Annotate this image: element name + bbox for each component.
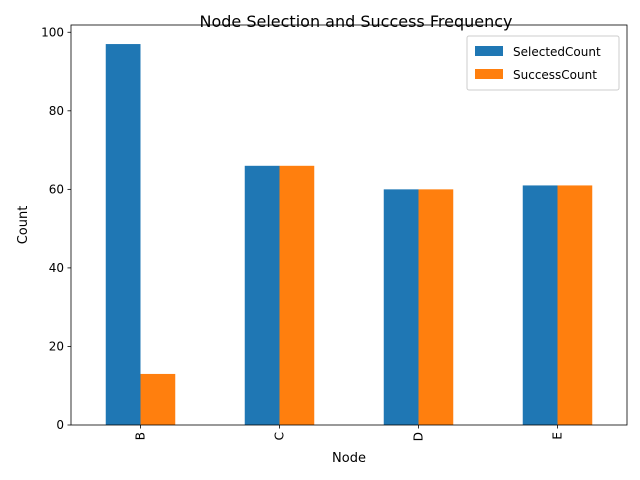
bar-successcount-c [280, 166, 315, 425]
legend-swatch-successcount [475, 69, 503, 79]
bar-successcount-e [558, 185, 593, 425]
x-tick-label-b: B [134, 432, 148, 440]
legend: SelectedCount SuccessCount [467, 36, 619, 90]
bar-selectedcount-b [106, 44, 141, 425]
y-tick-label: 100 [41, 25, 64, 39]
x-tick-label-e: E [551, 432, 565, 440]
bars [106, 44, 593, 425]
y-axis: 0 20 40 60 80 100 [41, 25, 71, 432]
y-tick-label: 20 [49, 339, 64, 353]
legend-label-selectedcount: SelectedCount [513, 45, 601, 59]
bar-selectedcount-e [523, 185, 558, 425]
y-tick-label: 0 [56, 418, 64, 432]
legend-swatch-selectedcount [475, 46, 503, 56]
bar-selectedcount-c [245, 166, 280, 425]
legend-label-successcount: SuccessCount [513, 68, 597, 82]
y-axis-label: Count [16, 206, 31, 245]
bar-successcount-d [419, 189, 454, 425]
y-tick-label: 80 [49, 104, 64, 118]
y-tick-label: 60 [49, 182, 64, 196]
x-tick-label-d: D [412, 432, 426, 441]
x-tick-label-c: C [273, 432, 287, 440]
bar-selectedcount-d [384, 189, 419, 425]
y-tick-label: 40 [49, 261, 64, 275]
chart-title: Node Selection and Success Frequency [200, 12, 513, 31]
bar-successcount-b [141, 374, 176, 425]
x-axis: B C D E [134, 425, 565, 441]
x-axis-label: Node [332, 451, 366, 466]
